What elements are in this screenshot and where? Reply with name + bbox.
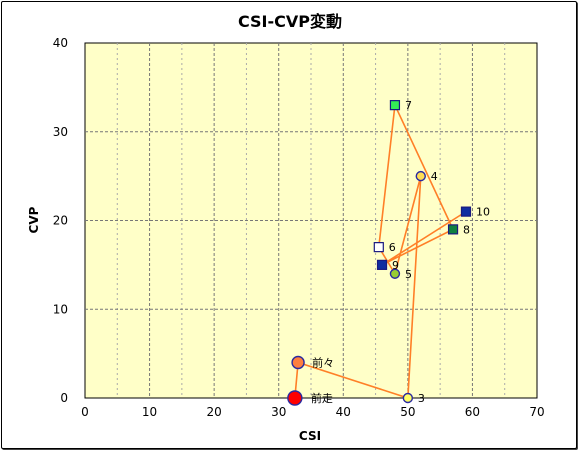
point-marker	[376, 259, 388, 270]
y-tick-label: 40	[53, 36, 68, 50]
gridlines	[85, 43, 537, 398]
point-labels: 前走 前々 3 4 5 6 7 8 9 10	[311, 99, 490, 405]
y-tick-label: 30	[53, 125, 68, 139]
point-label: 前走	[311, 391, 333, 405]
point-label: 4	[431, 170, 438, 183]
x-axis-label: CSI	[299, 429, 321, 443]
data-points	[287, 100, 472, 406]
point-marker	[291, 355, 305, 370]
x-tick-label: 50	[400, 405, 415, 419]
x-tick-label: 20	[207, 405, 222, 419]
point-label: 8	[463, 223, 470, 236]
x-tick-label: 0	[81, 405, 89, 419]
y-axis-ticks: 0 10 20 30 40	[53, 36, 68, 405]
y-tick-label: 20	[53, 214, 68, 228]
point-marker	[389, 100, 401, 111]
point-marker	[389, 268, 401, 279]
x-tick-label: 30	[271, 405, 286, 419]
y-axis-label: CVP	[27, 206, 41, 233]
x-tick-label: 70	[529, 405, 544, 419]
x-tick-label: 60	[465, 405, 480, 419]
point-marker	[373, 242, 384, 253]
point-label: 7	[405, 99, 412, 112]
x-tick-label: 10	[142, 405, 157, 419]
point-label: 5	[405, 268, 412, 281]
point-marker	[460, 206, 472, 217]
y-tick-label: 10	[53, 302, 68, 316]
x-tick-label: 40	[336, 405, 351, 419]
point-label: 10	[476, 206, 490, 219]
point-label: 6	[389, 241, 396, 254]
point-marker	[402, 392, 414, 404]
chart-title: CSI-CVP変動	[238, 12, 342, 31]
point-marker	[415, 170, 426, 182]
point-label: 3	[418, 392, 425, 405]
point-marker	[447, 224, 459, 235]
point-label: 9	[392, 259, 399, 272]
y-tick-label: 0	[60, 391, 68, 405]
x-axis-ticks: 0 10 20 30 40 50 60 70	[81, 405, 544, 419]
point-label: 前々	[312, 356, 334, 370]
point-marker	[287, 390, 303, 406]
